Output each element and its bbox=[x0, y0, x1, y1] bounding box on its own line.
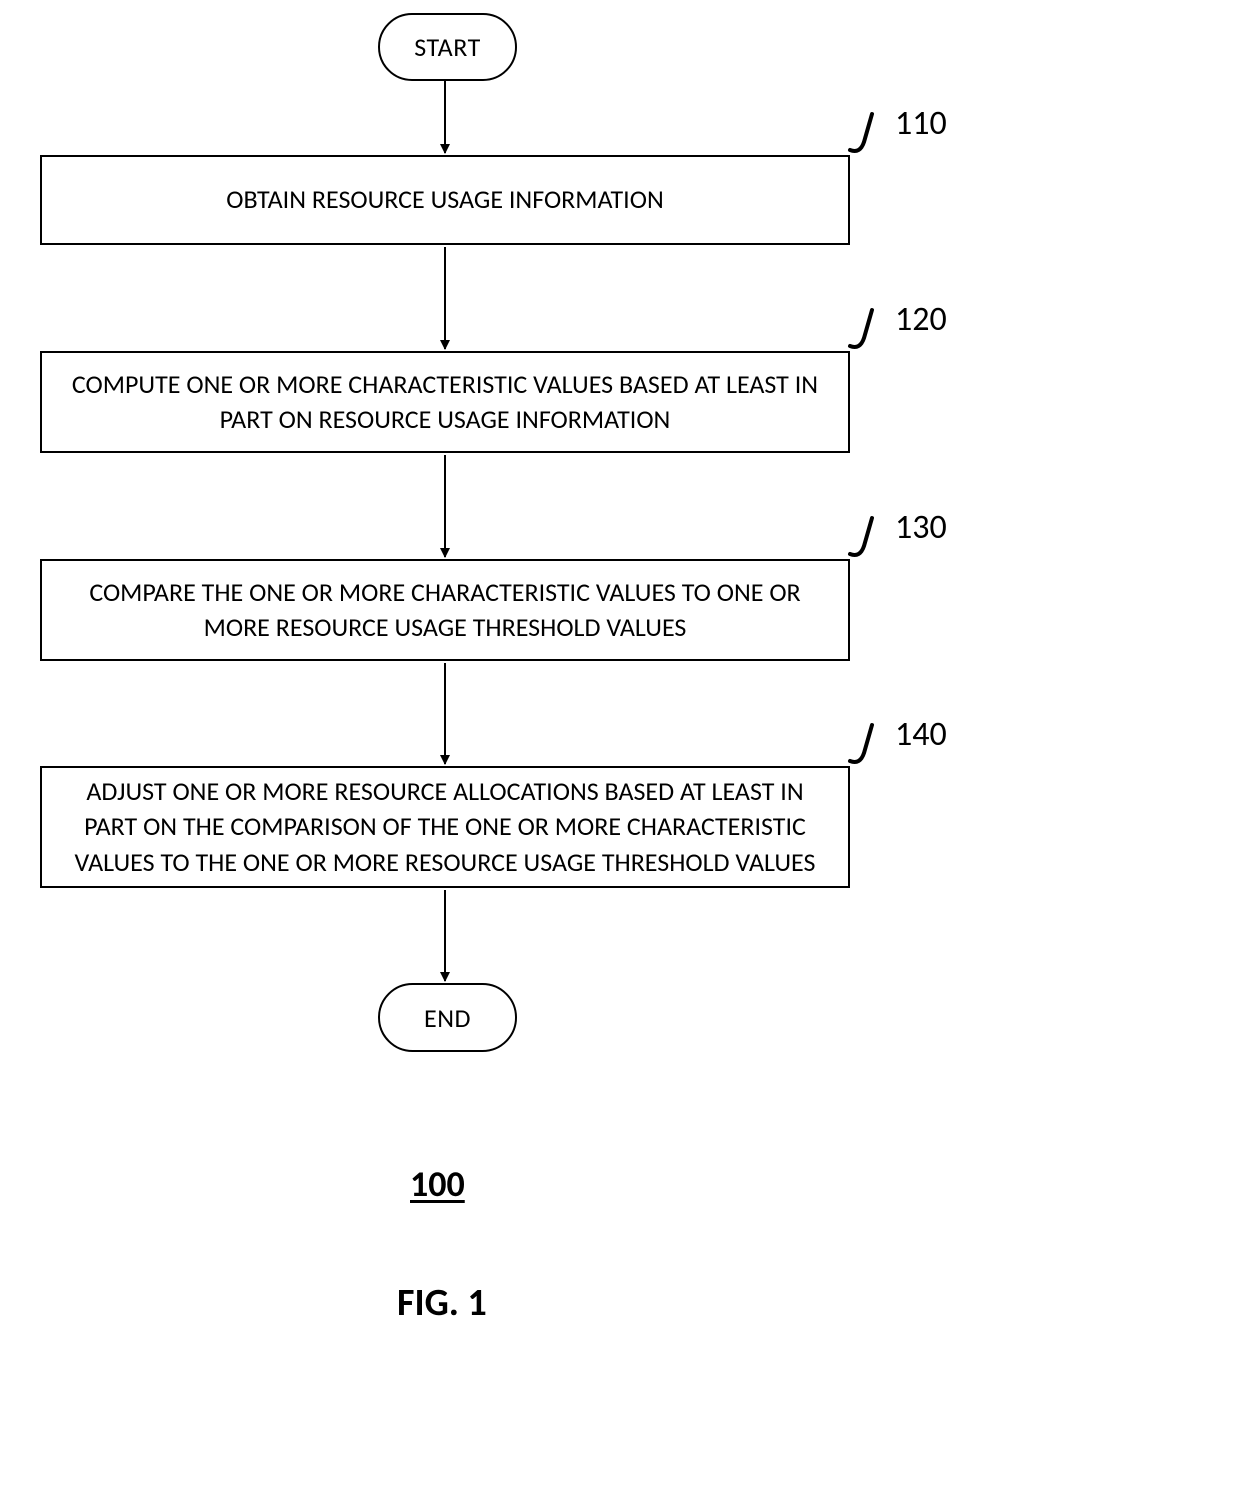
process-110: OBTAIN RESOURCE USAGE INFORMATION bbox=[40, 155, 850, 245]
process-120-text: COMPUTE ONE OR MORE CHARACTERISTIC VALUE… bbox=[58, 367, 832, 437]
process-110-text: OBTAIN RESOURCE USAGE INFORMATION bbox=[226, 182, 663, 217]
ref-label-130: 130 bbox=[895, 507, 947, 548]
terminal-end: END bbox=[378, 983, 517, 1052]
ref-label-110: 110 bbox=[895, 103, 947, 144]
ref-label-120: 120 bbox=[895, 299, 947, 340]
process-140: ADJUST ONE OR MORE RESOURCE ALLOCATIONS … bbox=[40, 766, 850, 888]
lead-130 bbox=[850, 518, 872, 555]
process-130-text: COMPARE THE ONE OR MORE CHARACTERISTIC V… bbox=[58, 575, 832, 645]
figure-number: 100 bbox=[410, 1162, 465, 1206]
figure-title: FIG. 1 bbox=[397, 1280, 487, 1326]
lead-110 bbox=[850, 114, 872, 151]
terminal-start: START bbox=[378, 13, 517, 81]
process-140-text: ADJUST ONE OR MORE RESOURCE ALLOCATIONS … bbox=[58, 774, 832, 879]
process-120: COMPUTE ONE OR MORE CHARACTERISTIC VALUE… bbox=[40, 351, 850, 453]
flowchart-canvas: START OBTAIN RESOURCE USAGE INFORMATION … bbox=[0, 0, 1240, 1509]
lead-120 bbox=[850, 310, 872, 347]
lead-140 bbox=[850, 725, 872, 762]
terminal-end-label: END bbox=[424, 1002, 471, 1034]
process-130: COMPARE THE ONE OR MORE CHARACTERISTIC V… bbox=[40, 559, 850, 661]
ref-label-140: 140 bbox=[895, 714, 947, 755]
terminal-start-label: START bbox=[414, 31, 480, 63]
